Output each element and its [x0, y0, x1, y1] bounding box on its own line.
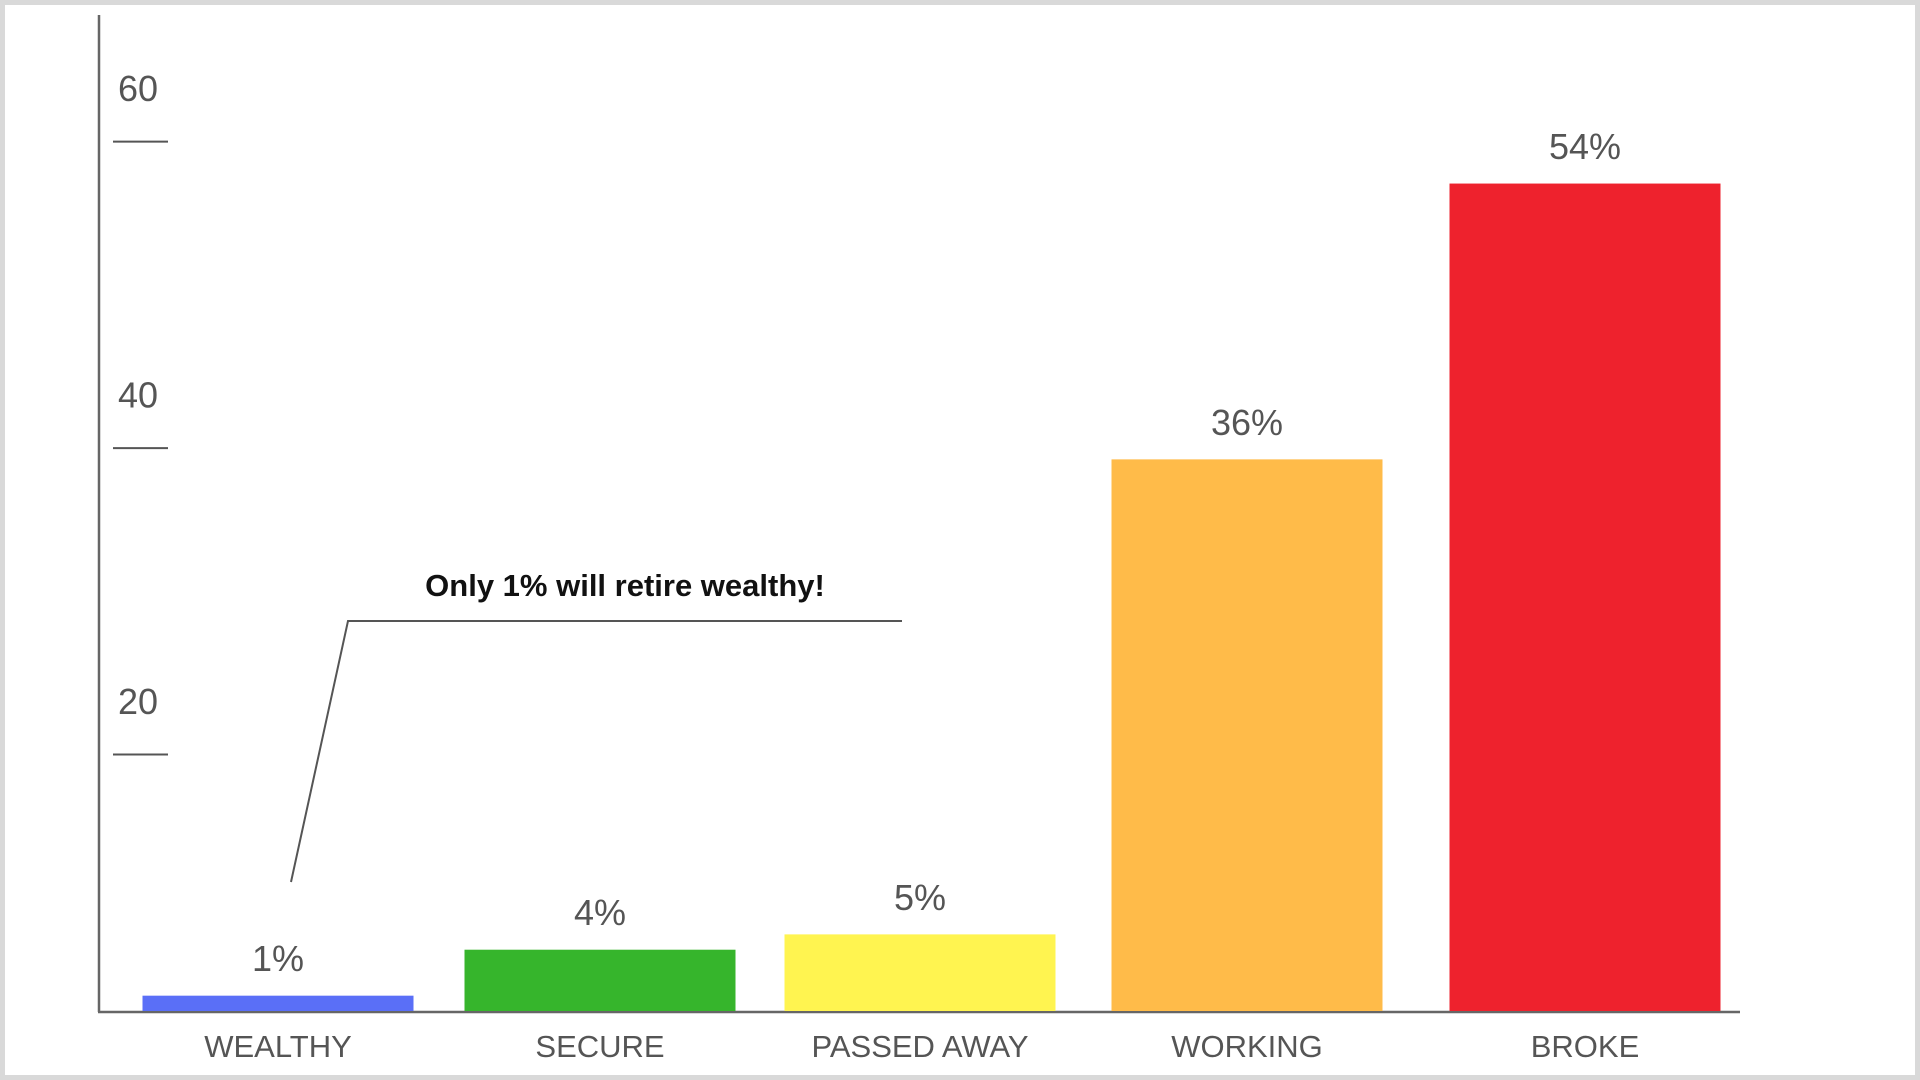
bar: [1111, 459, 1383, 1011]
annotation-leader: [290, 620, 902, 883]
y-tick-label: 20: [118, 681, 158, 722]
x-tick-label: PASSED AWAY: [811, 1029, 1028, 1064]
value-label: 1%: [252, 938, 304, 979]
x-tick-label: WEALTHY: [204, 1029, 352, 1064]
y-tick-label: 40: [118, 375, 158, 416]
x-tick-label: WORKING: [1171, 1029, 1323, 1064]
value-label: 4%: [574, 892, 626, 933]
x-tick-label: BROKE: [1531, 1029, 1640, 1064]
bar: [1449, 183, 1721, 1012]
y-tick-label: 60: [118, 68, 158, 109]
bar: [784, 934, 1056, 1011]
bar: [464, 949, 736, 1011]
bar: [142, 995, 414, 1011]
annotation: Only 1% will retire wealthy!: [425, 568, 825, 603]
value-label: 36%: [1211, 402, 1283, 443]
x-tick-label: SECURE: [535, 1029, 664, 1064]
value-label: 54%: [1549, 126, 1621, 167]
value-label: 5%: [894, 877, 946, 918]
